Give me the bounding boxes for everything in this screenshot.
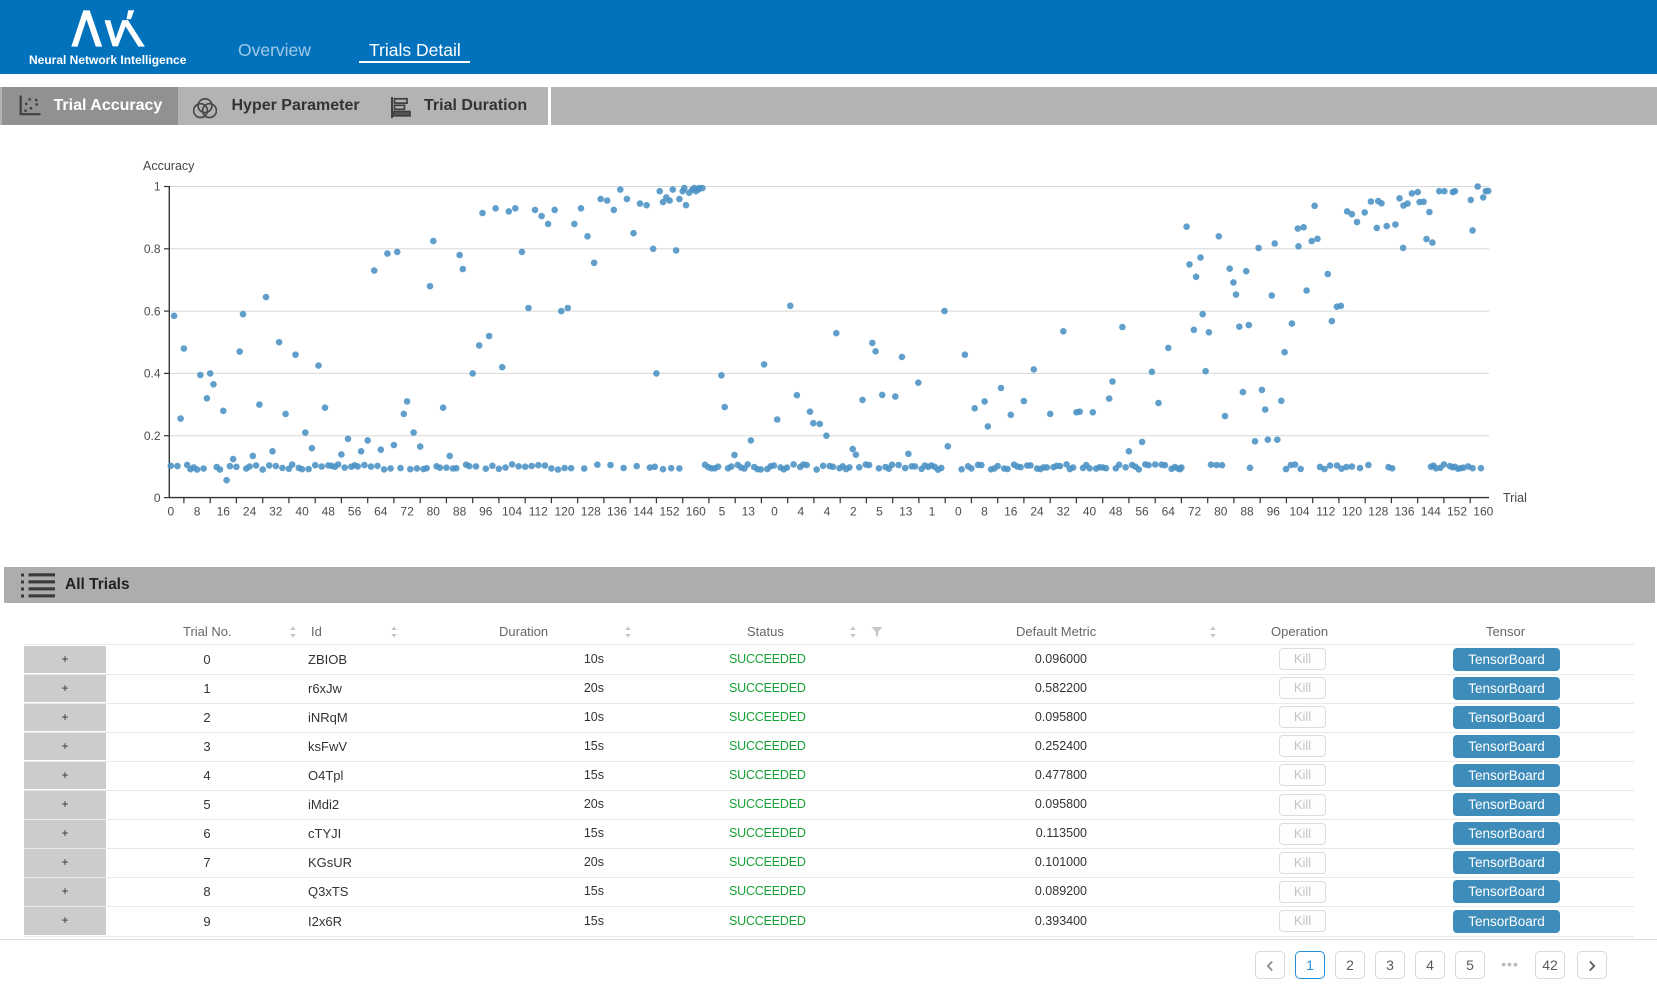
svg-text:5: 5	[876, 505, 883, 519]
svg-text:160: 160	[686, 505, 706, 519]
svg-text:104: 104	[1289, 505, 1309, 519]
svg-text:32: 32	[1057, 505, 1071, 519]
svg-text:0: 0	[154, 491, 161, 505]
svg-text:40: 40	[1083, 505, 1097, 519]
svg-text:0.8: 0.8	[144, 242, 161, 256]
svg-text:104: 104	[502, 505, 522, 519]
svg-text:16: 16	[217, 505, 231, 519]
svg-text:80: 80	[427, 505, 441, 519]
svg-text:0.6: 0.6	[144, 304, 161, 318]
svg-text:24: 24	[1030, 505, 1044, 519]
svg-text:48: 48	[1109, 505, 1123, 519]
svg-text:96: 96	[1267, 505, 1281, 519]
svg-text:5: 5	[719, 505, 726, 519]
svg-text:0.2: 0.2	[144, 429, 161, 443]
svg-text:64: 64	[374, 505, 388, 519]
svg-text:160: 160	[1473, 505, 1493, 519]
svg-text:128: 128	[1368, 505, 1388, 519]
svg-text:64: 64	[1162, 505, 1176, 519]
svg-text:Trial: Trial	[1503, 491, 1527, 505]
svg-text:1: 1	[929, 505, 936, 519]
svg-text:136: 136	[1394, 505, 1414, 519]
svg-text:80: 80	[1214, 505, 1228, 519]
svg-text:120: 120	[1342, 505, 1362, 519]
svg-text:144: 144	[1421, 505, 1441, 519]
svg-text:13: 13	[742, 505, 756, 519]
svg-text:72: 72	[1188, 505, 1202, 519]
svg-text:0.4: 0.4	[144, 367, 161, 381]
svg-text:2: 2	[850, 505, 857, 519]
svg-text:1: 1	[154, 180, 161, 194]
svg-text:13: 13	[899, 505, 913, 519]
svg-text:40: 40	[295, 505, 309, 519]
svg-text:4: 4	[824, 505, 831, 519]
svg-text:152: 152	[1447, 505, 1467, 519]
svg-text:96: 96	[479, 505, 493, 519]
svg-text:24: 24	[243, 505, 257, 519]
svg-text:8: 8	[981, 505, 988, 519]
svg-text:72: 72	[400, 505, 414, 519]
svg-text:0: 0	[167, 505, 174, 519]
svg-text:112: 112	[529, 505, 548, 519]
svg-text:Accuracy: Accuracy	[143, 159, 195, 173]
svg-text:144: 144	[633, 505, 653, 519]
svg-text:88: 88	[1240, 505, 1254, 519]
svg-text:56: 56	[348, 505, 362, 519]
svg-text:16: 16	[1004, 505, 1018, 519]
svg-text:56: 56	[1135, 505, 1149, 519]
svg-text:32: 32	[269, 505, 283, 519]
svg-text:112: 112	[1316, 505, 1335, 519]
svg-text:0: 0	[771, 505, 778, 519]
svg-text:120: 120	[554, 505, 574, 519]
svg-text:136: 136	[607, 505, 627, 519]
svg-text:128: 128	[581, 505, 601, 519]
svg-text:8: 8	[194, 505, 201, 519]
svg-text:152: 152	[659, 505, 679, 519]
svg-text:48: 48	[322, 505, 336, 519]
svg-text:4: 4	[797, 505, 804, 519]
svg-text:88: 88	[453, 505, 467, 519]
svg-text:0: 0	[955, 505, 962, 519]
